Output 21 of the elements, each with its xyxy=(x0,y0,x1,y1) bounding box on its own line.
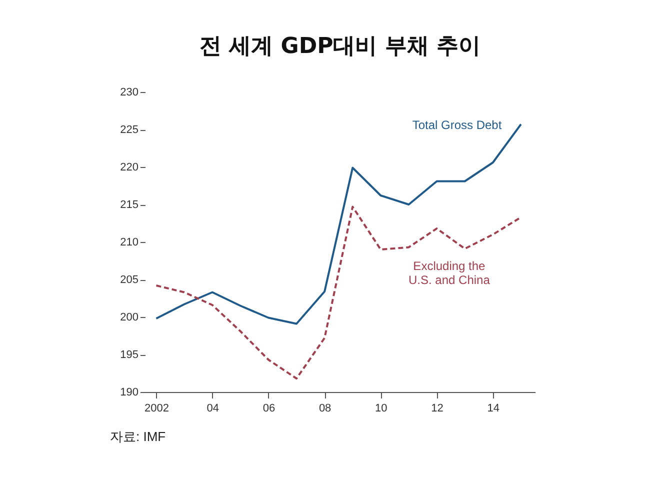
x-tick-label: 06 xyxy=(262,402,276,414)
annotation: Total Gross Debt xyxy=(412,118,502,132)
y-tick-label: 200 xyxy=(120,312,138,324)
chart-title: 전 세계 GDP대비 부채 추이 xyxy=(199,34,481,59)
y-tick-label: 215 xyxy=(120,199,138,211)
x-tick-label: 10 xyxy=(375,402,388,414)
y-tick-label: 230 xyxy=(120,86,138,98)
x-tick-label: 14 xyxy=(487,402,500,414)
y-tick-label: 190 xyxy=(120,386,138,398)
x-tick-label: 04 xyxy=(206,402,219,414)
text: 자료: IMF xyxy=(110,429,166,444)
y-tick-label: 195 xyxy=(120,349,138,361)
x-tick-label: 12 xyxy=(431,402,444,414)
x-tick-label: 2002 xyxy=(144,402,169,414)
x-tick-label: 08 xyxy=(318,402,332,414)
y-tick-label: 225 xyxy=(120,124,138,136)
line-series xyxy=(155,206,522,380)
y-tick-label: 220 xyxy=(120,162,138,174)
y-tick-label: 210 xyxy=(120,236,138,248)
y-tick-label: 205 xyxy=(120,274,138,286)
annotation: Excluding the U.S. and China xyxy=(408,259,490,287)
